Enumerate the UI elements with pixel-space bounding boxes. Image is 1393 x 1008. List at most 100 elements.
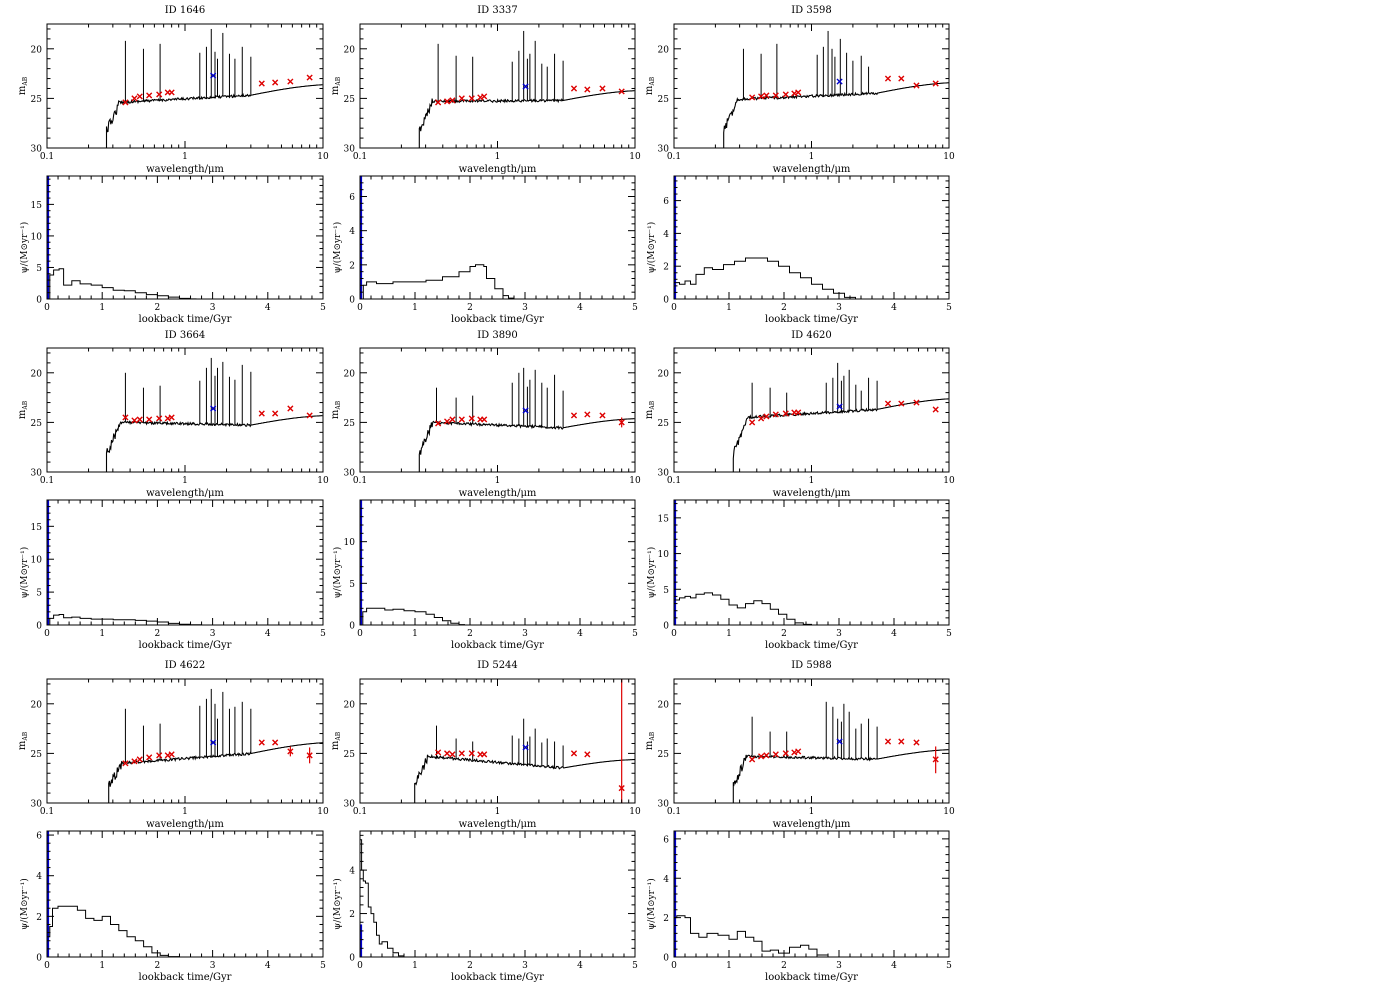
panel-title: ID 3598 [791,5,832,16]
photometry-point [763,752,770,759]
x-axis-label: lookback time/Gyr [451,640,544,651]
y-axis-label: ψ/(M⊙yr⁻¹) [19,222,30,274]
y-tick-label: 20 [658,45,670,55]
photometry-point [168,751,175,758]
x-axis-label: wavelength/μm [773,819,851,830]
photometry-point [272,410,279,417]
photometry-point [772,751,779,758]
photometry-point [136,756,143,763]
y-axis-label-main: m [17,85,28,95]
panel-title: ID 5244 [477,660,518,671]
excluded-point [210,72,217,79]
x-tick-label: 4 [265,303,271,313]
sfh-frame [46,830,324,958]
x-tick-label: 1 [412,303,418,313]
x-tick-label: 4 [891,629,897,639]
photometry-point [795,89,802,96]
model-spectrum [723,82,949,148]
x-tick-label: 0 [671,961,677,971]
x-axis-label: lookback time/Gyr [451,314,544,325]
photometry-point [136,416,143,423]
y-tick-label: 25 [31,419,43,429]
x-axis-label: wavelength/μm [459,819,537,830]
photometry-point [287,405,294,412]
x-tick-label: 3 [210,303,216,313]
photometry-point [287,748,294,755]
y-axis-label-main: m [330,740,341,750]
photometry-point [749,419,756,426]
y-axis-label-main: m [644,740,655,750]
y-tick-label: 6 [663,197,669,207]
y-tick-label: 4 [349,227,355,237]
y-axis-label: mAB [17,731,29,750]
sed-frame [673,23,950,149]
sed-frame [359,347,636,473]
photometry-point [468,750,475,757]
photometry-point [782,750,789,757]
x-tick-label: 10 [943,807,955,817]
y-tick-label: 0 [663,296,669,306]
y-tick-label: 0 [663,622,669,632]
photometry-point [306,752,313,759]
photometry-point [913,82,920,89]
y-tick-label: 30 [31,145,43,155]
photometry-point [772,92,779,99]
y-tick-label: 30 [344,800,356,810]
x-tick-label: 5 [946,961,952,971]
y-axis-label-sub: AB [649,731,656,741]
y-tick-label: 10 [658,550,670,560]
x-tick-label: 1 [182,476,188,486]
x-tick-label: 3 [836,303,842,313]
y-tick-label: 6 [36,832,42,842]
model-spectrum [732,398,949,472]
photometry-point [156,91,163,98]
y-axis-label: ψ/(M⊙yr⁻¹) [646,878,657,930]
model-spectrum [105,415,323,472]
photometry-point [932,756,939,763]
y-axis-label: ψ/(M⊙yr⁻¹) [646,547,657,599]
sfh-curve [360,607,465,626]
panel-title: ID 3664 [165,330,206,341]
y-tick-label: 25 [658,419,670,429]
photometry-point [898,738,905,745]
photometry-point [458,95,465,102]
x-tick-label: 0.1 [353,152,367,162]
model-spectrum [414,753,635,803]
model-spectrum [418,90,635,148]
sed-frame [673,347,950,473]
photometry-point [458,416,465,423]
y-tick-label: 20 [344,45,356,55]
x-tick-label: 4 [577,303,583,313]
y-tick-label: 25 [344,750,356,760]
excluded-point [522,83,529,90]
y-tick-label: 2 [349,261,355,271]
x-tick-label: 5 [946,303,952,313]
x-tick-label: 4 [577,629,583,639]
photometry-point [599,412,606,419]
x-tick-label: 5 [632,961,638,971]
y-tick-label: 0 [36,954,42,964]
panel-title: ID 3890 [477,330,518,341]
panel-id-1646: ID 1646 0.1 1 10 20 25 30 wavelength/μm mAB 0 1 2 3 4… [17,5,329,325]
x-tick-label: 0.1 [353,807,367,817]
photometry-point [884,738,892,745]
x-tick-label: 2 [467,629,473,639]
x-tick-label: 0.1 [667,152,681,162]
panel-id-3890: ID 3890 0.1 1 10 20 25 30 wavelength/μm mAB 0 1 2 3 4… [330,330,641,651]
x-axis-label: wavelength/μm [459,488,537,499]
sfh-frame [46,175,324,300]
x-axis-label: lookback time/Gyr [765,972,858,983]
photometry-point [913,739,920,746]
photometry-point [122,414,129,421]
y-axis-label-sub: AB [335,400,342,410]
x-tick-label: 0.1 [40,152,54,162]
y-axis-label-main: m [17,409,28,419]
photometry-point [168,414,175,421]
x-tick-label: 4 [265,629,271,639]
y-axis-label-main: m [17,740,28,750]
x-tick-label: 2 [155,303,161,313]
y-tick-label: 10 [31,556,43,566]
photometry-point [599,85,606,92]
y-tick-label: 0 [36,622,42,632]
x-tick-label: 1 [182,152,188,162]
